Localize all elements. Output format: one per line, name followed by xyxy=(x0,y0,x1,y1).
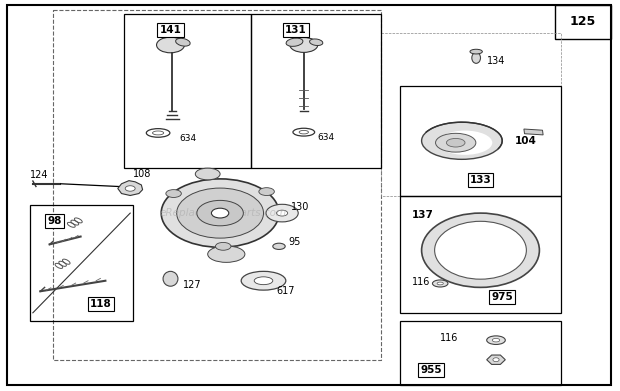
Text: 141: 141 xyxy=(159,25,182,35)
Ellipse shape xyxy=(470,49,482,54)
Ellipse shape xyxy=(422,213,539,287)
Text: 116: 116 xyxy=(440,333,459,343)
Text: 133: 133 xyxy=(469,175,492,185)
Ellipse shape xyxy=(241,271,286,290)
Ellipse shape xyxy=(161,179,279,248)
Text: 95: 95 xyxy=(288,237,301,247)
Ellipse shape xyxy=(472,52,480,63)
Ellipse shape xyxy=(177,188,264,238)
Ellipse shape xyxy=(422,122,502,159)
Text: 975: 975 xyxy=(491,292,513,302)
Ellipse shape xyxy=(254,277,273,285)
Text: 125: 125 xyxy=(570,15,596,29)
Ellipse shape xyxy=(435,221,526,279)
Text: 98: 98 xyxy=(47,216,62,226)
Ellipse shape xyxy=(446,138,465,147)
Ellipse shape xyxy=(208,246,245,262)
Ellipse shape xyxy=(493,358,499,362)
Ellipse shape xyxy=(277,210,288,216)
Ellipse shape xyxy=(211,208,229,218)
Ellipse shape xyxy=(166,190,181,197)
Ellipse shape xyxy=(433,280,448,287)
Ellipse shape xyxy=(487,336,505,344)
Polygon shape xyxy=(487,355,505,364)
Ellipse shape xyxy=(195,168,220,180)
Text: 137: 137 xyxy=(412,210,434,220)
Text: eReplacementParts.com: eReplacementParts.com xyxy=(159,208,287,218)
Text: 634: 634 xyxy=(180,134,197,143)
Ellipse shape xyxy=(197,200,244,226)
Ellipse shape xyxy=(309,39,323,45)
Text: 124: 124 xyxy=(30,170,48,180)
Ellipse shape xyxy=(125,186,135,191)
Ellipse shape xyxy=(266,204,298,222)
Text: 108: 108 xyxy=(133,169,152,179)
Text: 955: 955 xyxy=(420,365,441,375)
Ellipse shape xyxy=(492,339,500,342)
Ellipse shape xyxy=(163,271,178,286)
Text: 617: 617 xyxy=(276,286,294,296)
Text: 634: 634 xyxy=(317,133,335,142)
Ellipse shape xyxy=(438,131,492,155)
Ellipse shape xyxy=(290,38,317,52)
Text: 118: 118 xyxy=(90,299,112,309)
Text: 130: 130 xyxy=(291,202,310,212)
Polygon shape xyxy=(118,181,143,196)
Ellipse shape xyxy=(435,133,476,152)
Ellipse shape xyxy=(437,282,443,285)
Text: 104: 104 xyxy=(515,136,536,146)
Ellipse shape xyxy=(259,188,275,196)
Ellipse shape xyxy=(286,38,303,47)
Text: 131: 131 xyxy=(285,25,307,35)
Text: 127: 127 xyxy=(183,280,202,291)
Text: 116: 116 xyxy=(412,276,431,287)
Ellipse shape xyxy=(175,38,190,46)
Ellipse shape xyxy=(273,243,285,249)
Text: 134: 134 xyxy=(487,56,505,66)
Ellipse shape xyxy=(216,242,231,250)
Ellipse shape xyxy=(156,37,185,53)
Polygon shape xyxy=(524,129,543,135)
